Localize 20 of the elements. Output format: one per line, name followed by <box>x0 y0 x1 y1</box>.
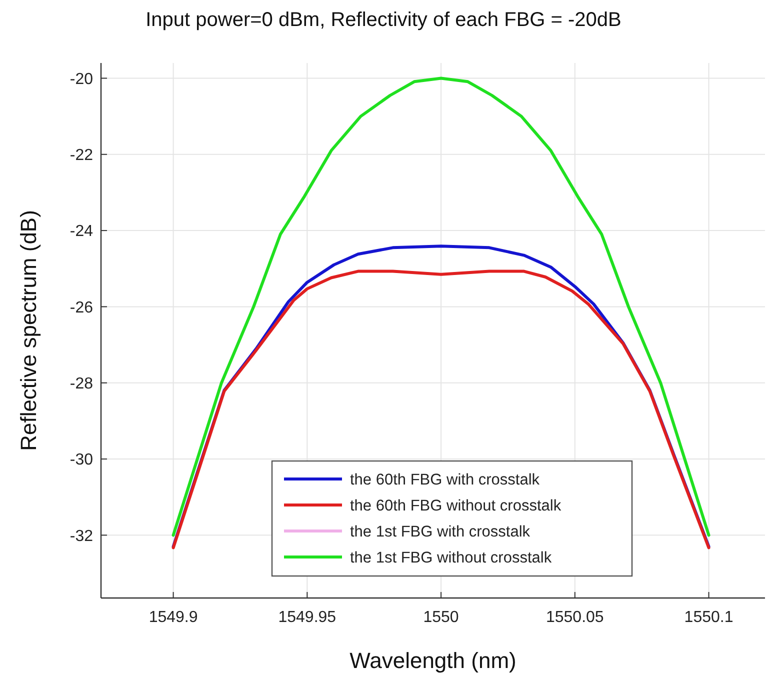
x-tick-label: 1550.1 <box>684 609 734 626</box>
x-tick-label: 1550 <box>423 609 459 626</box>
y-tick-label: -26 <box>70 299 94 316</box>
legend-label: the 1st FBG with crosstalk <box>350 523 530 540</box>
y-tick-label: -22 <box>70 146 94 164</box>
y-tick-label: -30 <box>70 452 94 469</box>
legend-label: the 60th FBG with crosstalk <box>350 471 540 488</box>
y-axis-title: Reflective spectrum (dB) <box>16 210 41 451</box>
x-tick-label: 1549.9 <box>148 609 198 626</box>
y-tick-label: -20 <box>70 70 94 88</box>
y-tick-label: -28 <box>70 375 94 392</box>
y-tick-label: -32 <box>70 528 94 545</box>
x-axis-title: Wavelength (nm) <box>350 648 516 673</box>
line-series <box>172 76 710 537</box>
chart-title: Input power=0 dBm, Reflectivity of each FBG = -20dB <box>146 9 622 31</box>
legend-label: the 1st FBG without crosstalk <box>350 549 552 566</box>
legend-label: the 60th FBG without crosstalk <box>350 497 562 514</box>
y-tick-label: -24 <box>70 223 94 240</box>
x-tick-label: 1549.95 <box>278 609 336 626</box>
x-tick-label: 1550.05 <box>546 609 604 626</box>
